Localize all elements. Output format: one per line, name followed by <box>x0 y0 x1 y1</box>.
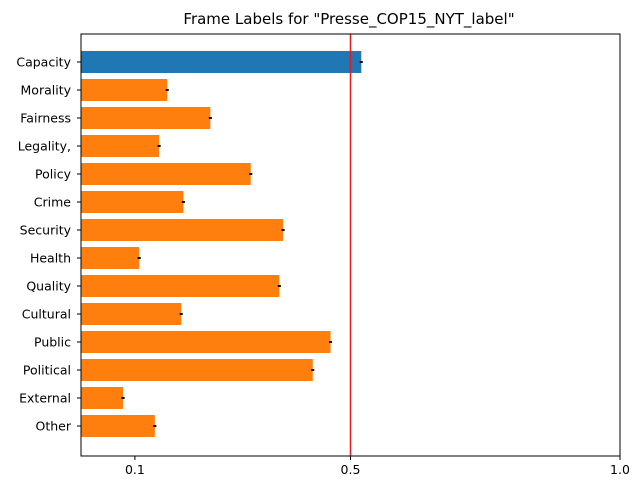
y-tick-labels: Capacity Morality Fairness Legality, Policy C… <box>16 55 81 434</box>
bar-other <box>81 415 155 437</box>
y-tick-label: Morality <box>21 83 72 98</box>
y-tick-label: Political <box>23 363 71 378</box>
y-tick-label: Fairness <box>20 111 71 126</box>
bar-health <box>81 247 140 269</box>
bar-crime <box>81 191 184 213</box>
bar-capacity <box>81 51 362 73</box>
y-tick-label: Other <box>36 419 72 434</box>
y-tick-label: External <box>19 391 71 406</box>
y-tick-label: Cultural <box>22 307 71 322</box>
plot-frame <box>80 33 621 457</box>
bar-public <box>81 331 331 353</box>
y-tick-label: Crime <box>34 195 72 210</box>
bar-external <box>81 387 124 409</box>
bar-fairness <box>81 107 211 129</box>
chart-title: Frame Labels for "Presse_COP15_NYT_label… <box>183 10 514 29</box>
error-bars-layer <box>121 61 363 427</box>
y-tick-label: Health <box>30 251 71 266</box>
bars-layer <box>81 51 362 437</box>
bar-political <box>81 359 313 381</box>
y-tick-label: Policy <box>35 167 72 182</box>
bar-quality <box>81 275 280 297</box>
y-tick-label: Quality <box>26 279 71 294</box>
bar-cultural <box>81 303 182 325</box>
x-tick-label: 0.1 <box>125 462 145 477</box>
x-ticks: 0.1 0.5 1.0 <box>125 456 630 477</box>
bar-morality <box>81 79 168 101</box>
y-tick-label: Legality, <box>18 139 71 154</box>
bar-security <box>81 219 284 241</box>
x-tick-label: 1.0 <box>610 462 630 477</box>
bar-policy <box>81 163 251 185</box>
y-tick-label: Security <box>20 223 72 238</box>
bar-legality <box>81 135 160 157</box>
y-tick-label: Capacity <box>16 55 71 70</box>
x-tick-label: 0.5 <box>341 462 361 477</box>
y-tick-label: Public <box>34 335 71 350</box>
